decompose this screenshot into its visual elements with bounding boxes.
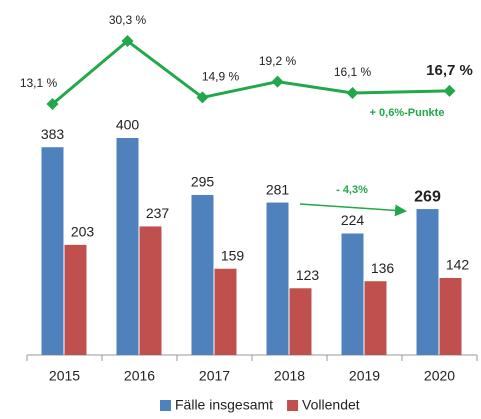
bar: [289, 288, 312, 355]
bar: [439, 277, 462, 355]
bar: [191, 194, 214, 355]
value-label: 203: [71, 224, 95, 240]
value-label: 269: [414, 188, 441, 205]
line-value-label: 14,9 %: [202, 70, 240, 84]
line-marker: [46, 98, 59, 111]
line-value-label: 16,1 %: [334, 65, 372, 79]
line-marker: [271, 75, 284, 88]
bar: [416, 209, 439, 355]
percent-line: [51, 39, 450, 106]
line-marker: [346, 87, 359, 100]
annotation: - 4,3%: [336, 184, 368, 196]
legend-label: Vollendet: [302, 397, 360, 413]
x-tick-label: 2018: [274, 368, 305, 384]
line-value-label: 30,3 %: [109, 13, 147, 27]
annotation: + 0,6%-Punkte: [370, 107, 445, 119]
line-marker: [443, 84, 456, 97]
value-label: 400: [116, 117, 140, 133]
x-tick-label: 2020: [424, 368, 455, 384]
value-label: 295: [191, 174, 215, 190]
bar: [64, 244, 87, 355]
line-marker: [121, 35, 134, 47]
value-label: 142: [446, 257, 470, 273]
line-marker: [196, 91, 209, 104]
value-label: 281: [266, 181, 290, 197]
x-tick-label: 2017: [199, 368, 230, 384]
value-label: 383: [41, 126, 65, 142]
value-label: 224: [341, 212, 365, 228]
legend-swatch: [287, 400, 299, 411]
bar: [41, 147, 64, 355]
trend-arrow: [299, 203, 407, 217]
bar: [214, 268, 237, 355]
line-value-label: 16,7 %: [426, 62, 473, 79]
x-tick-label: 2019: [349, 368, 380, 384]
value-label: 123: [296, 267, 320, 283]
bar: [139, 226, 162, 355]
bar: [364, 281, 387, 355]
value-label: 136: [371, 260, 395, 276]
legend-label: Fälle insgesamt: [175, 397, 273, 413]
x-tick-label: 2015: [49, 368, 80, 384]
value-label: 237: [146, 205, 170, 221]
line-value-label: 13,1 %: [20, 76, 58, 90]
x-tick-label: 2016: [124, 368, 155, 384]
bar: [116, 138, 139, 355]
line-value-label: 19,2 %: [259, 54, 297, 68]
bar: [341, 233, 364, 355]
bar: [266, 202, 289, 355]
value-label: 159: [221, 247, 245, 263]
legend-swatch: [160, 400, 171, 411]
